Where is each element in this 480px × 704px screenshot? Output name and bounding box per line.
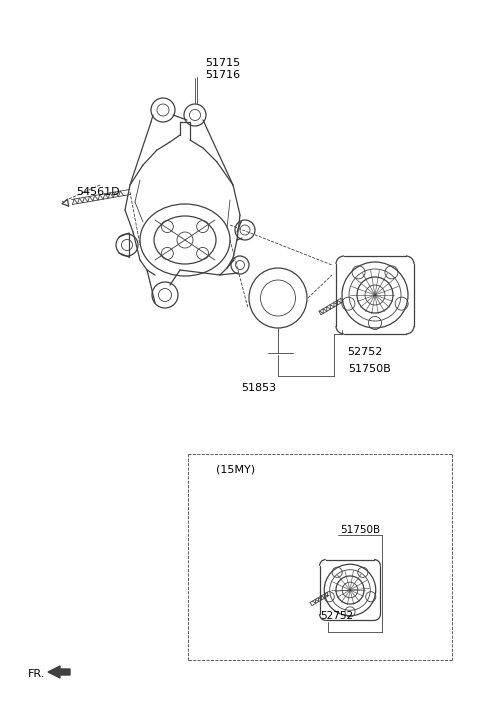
Text: 54561D: 54561D <box>76 187 120 197</box>
Polygon shape <box>48 666 70 678</box>
Text: 51716: 51716 <box>205 70 240 80</box>
Text: 51750B: 51750B <box>348 364 391 374</box>
Text: 52752: 52752 <box>347 347 383 357</box>
Text: 51853: 51853 <box>241 383 276 393</box>
Text: 51715: 51715 <box>205 58 240 68</box>
Text: FR.: FR. <box>28 669 46 679</box>
Text: 51750B: 51750B <box>340 524 380 534</box>
Text: (15MY): (15MY) <box>216 465 255 475</box>
Text: 52752: 52752 <box>320 611 353 621</box>
